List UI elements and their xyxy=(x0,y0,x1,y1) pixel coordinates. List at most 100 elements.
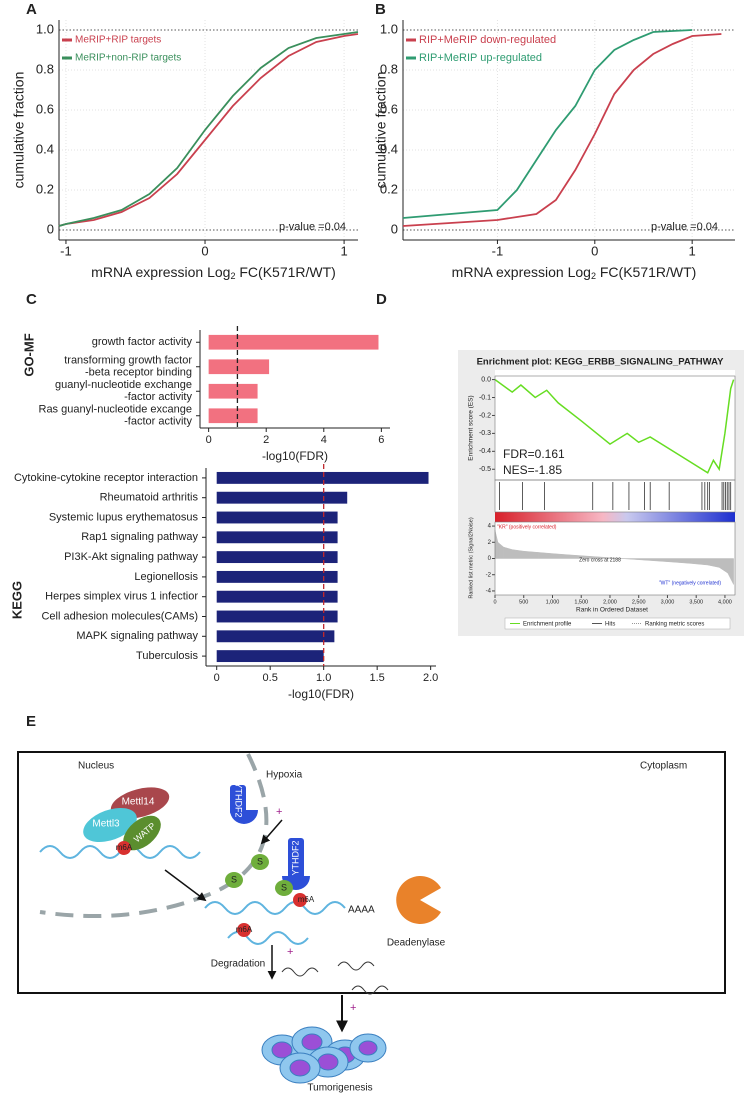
x-axis-label-main: mRNA expression Log xyxy=(91,264,230,280)
y-tick-label: 0.6 xyxy=(36,101,54,116)
degradation-label: Degradation xyxy=(211,959,265,970)
x-axis-label: mRNA expression Log2 FC(K571R/WT) xyxy=(91,264,336,282)
rna xyxy=(204,901,346,915)
y-tick-label: 0.2 xyxy=(36,181,54,196)
x-tick-label: 500 xyxy=(519,599,528,605)
cell-box xyxy=(17,751,726,994)
x-tick-label: 4,000 xyxy=(718,599,732,605)
bar xyxy=(216,531,338,544)
positive-label: "KR" (positively correlated) xyxy=(497,524,557,530)
y-tick-label: 0.4 xyxy=(380,141,398,156)
x-tick-label: 0 xyxy=(201,243,208,258)
s-label: S xyxy=(257,856,263,866)
panel-label: E xyxy=(26,713,36,730)
cdf-line xyxy=(402,33,722,227)
x-tick-label: 2 xyxy=(263,434,269,446)
x-tick-label: 1.5 xyxy=(370,672,385,684)
s-label: S xyxy=(231,874,237,884)
x-axis-label: mRNA expression Log2 FC(K571R/WT) xyxy=(452,264,697,282)
category-label: MAPK signaling pathway xyxy=(76,630,198,642)
x-tick-label: 1 xyxy=(340,243,347,258)
y-tick-label: -4 xyxy=(486,589,492,595)
nucleus-label: Nucleus xyxy=(78,761,114,772)
y-tick-label: -0.1 xyxy=(479,394,491,401)
polya-label: AAAA xyxy=(348,905,375,916)
arrow xyxy=(164,869,207,902)
category-label: Cell adhesion molecules(CAMs) xyxy=(41,610,198,622)
panel-frame xyxy=(494,479,736,513)
legend-label: Ranking metric scores xyxy=(645,622,704,628)
category-label: Tuberculosis xyxy=(136,650,198,662)
panel-label: D xyxy=(376,291,387,308)
x-tick-label: 2,500 xyxy=(632,599,646,605)
cdf-line xyxy=(402,29,693,219)
category-label: Systemic lupus erythematosus xyxy=(49,511,199,523)
bar xyxy=(216,511,338,524)
x-tick-label: 2.0 xyxy=(423,672,438,684)
x-axis-label-rest: FC(K571R/WT) xyxy=(235,264,335,280)
ythdf2-label: YTHDF2 xyxy=(290,840,300,875)
legend-label: RIP+MeRIP down-regulated xyxy=(419,34,556,46)
y-tick-label: 0.0 xyxy=(481,376,491,383)
category-label: -factor activity xyxy=(124,391,192,403)
category-label: -factor activity xyxy=(124,416,192,428)
bar xyxy=(216,491,348,504)
group-label: GO-MF xyxy=(21,333,36,376)
x-axis-label-main: mRNA expression Log xyxy=(452,264,591,280)
bar xyxy=(208,334,379,350)
s-shape xyxy=(251,854,269,870)
x-tick-label: 0 xyxy=(591,243,598,258)
deadenylase-shape xyxy=(396,875,441,925)
x-tick-label: 3,000 xyxy=(661,599,675,605)
legend-label: MeRIP+RIP targets xyxy=(75,35,161,46)
y-axis-label: cumulative fraction xyxy=(11,72,27,189)
x-tick-label: 1.0 xyxy=(316,672,331,684)
y-axis-label: Enrichment score (ES) xyxy=(468,395,475,460)
y-tick-label: 0.2 xyxy=(380,181,398,196)
y-tick-label: 1.0 xyxy=(36,21,54,36)
bar xyxy=(216,650,324,663)
s-shape xyxy=(275,880,293,896)
x-tick-label: 1 xyxy=(689,243,696,258)
panel-label: A xyxy=(26,1,37,18)
x-tick-label: 4 xyxy=(321,434,327,446)
category-label: Cytokine-cytokine receptor interaction xyxy=(14,472,198,484)
y-axis-label: cumulative fraction xyxy=(373,72,389,189)
category-label: Rheumatoid arthritis xyxy=(100,492,199,504)
y-tick-label: -0.3 xyxy=(479,430,491,437)
wtap-shape xyxy=(123,815,161,851)
s-label: S xyxy=(281,882,287,892)
x-tick-label: -1 xyxy=(492,243,504,258)
bar xyxy=(216,590,338,603)
y-tick-label: -0.2 xyxy=(479,412,491,419)
legend-box xyxy=(504,617,731,630)
plus-sign: + xyxy=(350,1002,356,1014)
panel-label: B xyxy=(375,1,386,18)
y-tick-label: 4 xyxy=(488,524,492,530)
x-tick-label: 2,000 xyxy=(603,599,617,605)
bar xyxy=(208,408,258,424)
bar xyxy=(208,359,270,375)
group-label: KEGG xyxy=(9,581,24,619)
y-tick-label: 0.8 xyxy=(36,61,54,76)
mettl14-label: Mettl14 xyxy=(122,797,155,808)
panel-label: C xyxy=(26,291,37,308)
mettl3-shape xyxy=(83,807,137,843)
y-tick-label: 2 xyxy=(488,540,492,546)
x-tick-label: 1,500 xyxy=(574,599,588,605)
m6a-mark xyxy=(117,841,131,855)
mettl3-label: Mettl3 xyxy=(92,819,120,830)
x-axis-label-sub: 2 xyxy=(591,271,596,281)
y-tick-label: 0 xyxy=(488,556,492,562)
panel-frame xyxy=(494,521,736,596)
m6a-label: m6A xyxy=(116,843,133,852)
legend-label: Enrichment profile xyxy=(523,622,572,628)
annotation: p-value =0.04 xyxy=(279,221,346,233)
category-label: Rap1 signaling pathway xyxy=(81,531,198,543)
ythdf2-label: YTHDF2 xyxy=(234,782,244,817)
x-tick-label: 3,500 xyxy=(689,599,703,605)
x-tick-label: 0 xyxy=(214,672,220,684)
y-tick-label: 1.0 xyxy=(380,21,398,36)
category-label: Herpes simplex virus 1 infectior xyxy=(45,591,198,603)
